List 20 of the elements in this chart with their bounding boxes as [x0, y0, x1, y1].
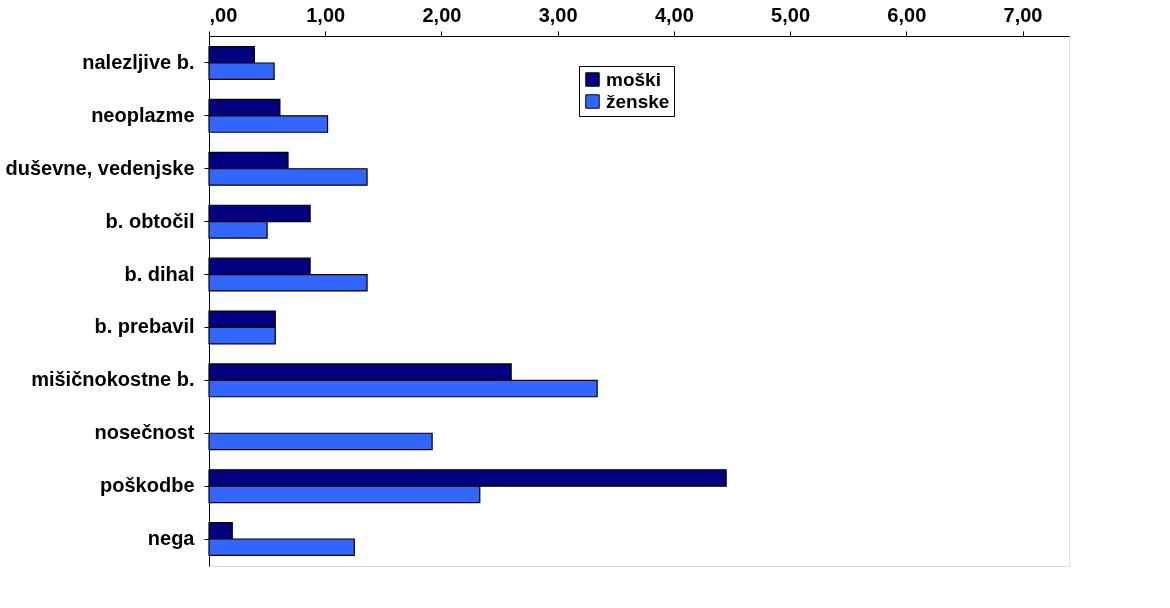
y-tick-label: b. prebavil — [94, 315, 195, 338]
y-tick-label: mišičnokostne b. — [31, 368, 195, 391]
y-tick-label: poškodbe — [100, 474, 195, 497]
x-tick-label: 4,00 — [654, 3, 694, 26]
y-tick-label: nosečnost — [94, 421, 195, 444]
y-tick-label: b. dihal — [124, 262, 195, 285]
y-tick-label: neoplazme — [91, 103, 195, 126]
x-tick-label: 1,00 — [306, 3, 346, 26]
legend-label: moški — [606, 68, 661, 90]
y-tick-label: nalezljive b. — [82, 50, 195, 73]
y-tick-label: b. obtočil — [105, 209, 195, 232]
x-tick-label: 3,00 — [538, 3, 578, 26]
x-tick-label: 6,00 — [887, 3, 927, 26]
y-tick-label: duševne, vedenjske — [5, 156, 195, 179]
y-tick-label: nega — [147, 527, 196, 550]
x-tick-label: 7,00 — [1003, 3, 1043, 26]
legend-label: ženske — [606, 90, 670, 112]
x-tick-label: 2,00 — [422, 3, 462, 26]
x-tick-label: 5,00 — [771, 3, 811, 26]
x-tick-label: ,00 — [209, 3, 238, 26]
